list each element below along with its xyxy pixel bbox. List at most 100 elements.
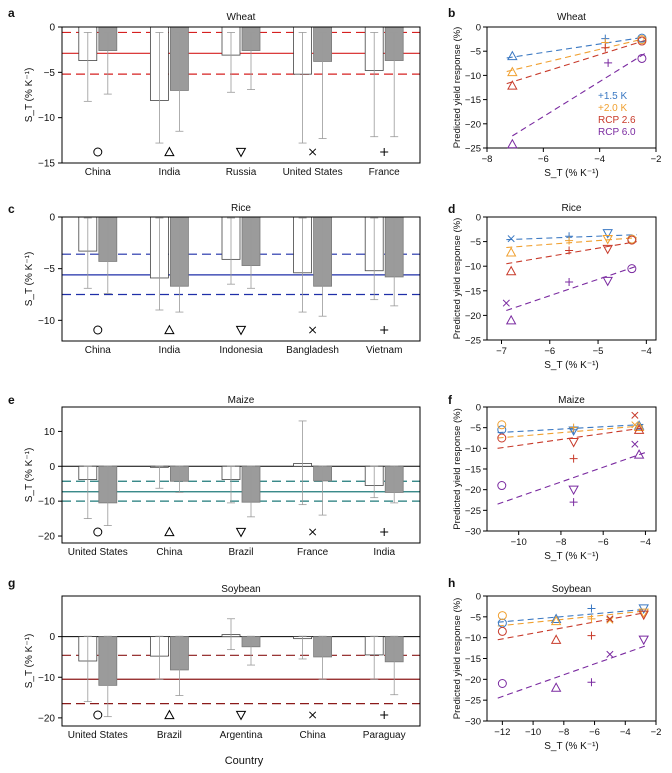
- f-data-point: [568, 438, 579, 448]
- g-title: Soybean: [221, 584, 260, 595]
- e-country-marker: [164, 526, 175, 537]
- h-data-point: [638, 608, 649, 619]
- c-country-marker: [380, 326, 389, 334]
- f-x-axis-label: S_T (% K⁻¹): [544, 551, 599, 562]
- a-country-marker: [93, 147, 103, 157]
- d-x-axis-label: S_T (% K⁻¹): [544, 360, 599, 371]
- b-trend-line: [506, 40, 645, 85]
- d-y-tick-label: −5: [470, 237, 481, 248]
- d-y-tick-label: −10: [465, 262, 481, 273]
- h-data-point: [638, 635, 649, 646]
- d-data-point: [627, 235, 637, 245]
- a-category-label: Russia: [226, 167, 257, 178]
- g-category-label: Paraguay: [363, 730, 406, 741]
- g-category-label: Argentina: [220, 730, 263, 741]
- b-x-tick-label: −8: [482, 154, 493, 165]
- h-data-point: [497, 626, 507, 636]
- d-data-point: [602, 235, 613, 245]
- d-data-point: [627, 264, 637, 274]
- b-data-point: [637, 53, 647, 63]
- h-data-point: [587, 614, 596, 623]
- f-x-tick-label: −8: [556, 537, 567, 548]
- b-x-tick-label: −2: [651, 154, 662, 165]
- b-legend-entry: RCP 6.0: [598, 127, 636, 138]
- h-x-axis-label: S_T (% K⁻¹): [544, 741, 599, 752]
- f-data-point: [569, 454, 578, 463]
- b-y-axis-label: Predicted yield response (%): [452, 27, 463, 148]
- f-data-point: [497, 481, 507, 491]
- f-data-point: [631, 411, 639, 419]
- e-country-marker: [309, 528, 317, 536]
- b-x-tick-label: −6: [538, 154, 549, 165]
- d-data-point: [505, 265, 517, 276]
- b-data-point: [507, 66, 518, 77]
- b-trend-line: [506, 38, 645, 73]
- g-category-label: Brazil: [157, 730, 182, 741]
- d-data-point: [507, 235, 515, 243]
- b-y-tick-label: −5: [470, 47, 481, 58]
- a-country-marker: [235, 147, 247, 158]
- h-trend-line: [497, 608, 646, 623]
- a-y-axis-label: S_T (% K⁻¹): [24, 68, 35, 123]
- e-y-axis-label: S_T (% K⁻¹): [24, 448, 35, 503]
- d-data-point: [565, 246, 574, 255]
- e-country-marker: [380, 528, 389, 536]
- d-y-tick-label: −15: [465, 286, 481, 297]
- d-trend-line: [506, 241, 637, 265]
- a-country-marker: [380, 148, 389, 156]
- g-country-marker: [309, 711, 317, 719]
- a-y-tick-label: −15: [38, 159, 55, 170]
- a-y-tick-label: −5: [44, 68, 56, 79]
- f-y-axis-label: Predicted yield response (%): [452, 408, 463, 529]
- c-country-marker: [164, 324, 175, 335]
- h-x-tick-label: −8: [558, 727, 569, 738]
- f-data-point: [633, 421, 645, 431]
- h-data-point: [606, 650, 614, 658]
- f-y-tick-label: −25: [465, 506, 481, 517]
- e-category-label: India: [373, 547, 395, 558]
- h-y-tick-label: −30: [465, 717, 481, 728]
- e-title: Maize: [228, 395, 255, 406]
- f-y-tick-label: −15: [465, 465, 481, 476]
- a-country-marker: [309, 148, 317, 156]
- f-data-point: [631, 440, 639, 448]
- e-y-tick-label: 0: [49, 462, 55, 473]
- d-data-point: [565, 236, 574, 245]
- d-trend-line: [506, 237, 637, 249]
- f-data-point: [569, 423, 578, 432]
- e-category-label: United States: [68, 547, 128, 558]
- d-y-tick-label: 0: [476, 213, 481, 224]
- c-title: Rice: [231, 203, 251, 214]
- h-data-point: [606, 615, 614, 623]
- h-y-tick-label: 0: [476, 592, 481, 603]
- h-y-axis-label: Predicted yield response (%): [452, 598, 463, 719]
- h-data-point: [497, 611, 507, 621]
- c-y-tick-label: −10: [38, 316, 55, 327]
- c-category-label: Vietnam: [366, 345, 403, 356]
- d-data-point: [602, 244, 613, 255]
- panel-letter-a: a: [8, 6, 15, 20]
- b-y-tick-label: −10: [465, 71, 481, 82]
- b-legend-entry: +2.0 K: [598, 103, 628, 114]
- g-category-label: United States: [68, 730, 128, 741]
- d-data-point: [505, 246, 517, 257]
- a-y-tick-label: −10: [38, 113, 55, 124]
- b-data-point: [507, 80, 518, 90]
- f-x-tick-label: −4: [640, 537, 651, 548]
- panel-letter-e: e: [8, 393, 15, 407]
- c-category-label: Bangladesh: [286, 345, 339, 356]
- a-axes-frame: [61, 26, 421, 164]
- panel-letter-g: g: [8, 576, 15, 590]
- h-y-tick-label: −15: [465, 654, 481, 665]
- a-category-label: United States: [283, 167, 343, 178]
- f-data-point: [633, 420, 645, 430]
- b-axes-frame: [486, 26, 657, 149]
- b-title: Wheat: [557, 12, 586, 23]
- d-x-tick-label: −4: [641, 346, 652, 357]
- f-y-tick-label: −5: [470, 423, 481, 434]
- d-data-point: [505, 314, 517, 325]
- h-data-point: [550, 682, 562, 692]
- e-country-marker: [235, 527, 247, 538]
- b-x-tick-label: −4: [594, 154, 605, 165]
